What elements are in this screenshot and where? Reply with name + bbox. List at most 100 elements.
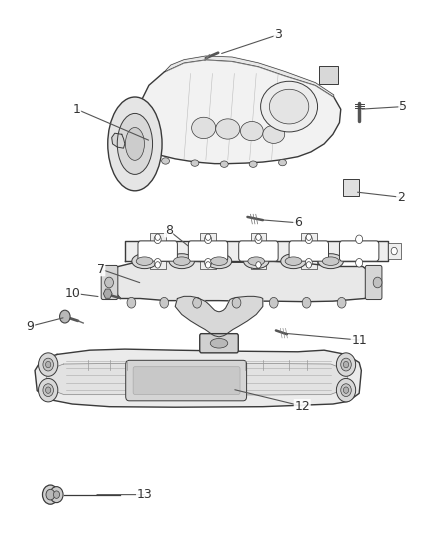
Ellipse shape (269, 89, 309, 124)
Polygon shape (47, 363, 347, 395)
Polygon shape (112, 260, 371, 302)
Circle shape (155, 234, 160, 240)
Ellipse shape (191, 160, 199, 166)
Text: 6: 6 (294, 216, 302, 229)
Text: 9: 9 (27, 320, 35, 333)
Ellipse shape (132, 254, 157, 269)
Polygon shape (118, 60, 341, 181)
Circle shape (256, 262, 261, 268)
FancyBboxPatch shape (365, 265, 382, 300)
Text: 7: 7 (97, 263, 105, 276)
Circle shape (43, 358, 53, 371)
Circle shape (336, 353, 356, 376)
Text: 11: 11 (351, 334, 367, 346)
FancyBboxPatch shape (319, 66, 338, 84)
Ellipse shape (173, 257, 190, 265)
Ellipse shape (248, 257, 265, 265)
Circle shape (341, 358, 351, 371)
FancyBboxPatch shape (343, 179, 359, 196)
Circle shape (337, 297, 346, 308)
Ellipse shape (125, 127, 145, 160)
FancyBboxPatch shape (133, 367, 240, 394)
Bar (150, 233, 166, 241)
Bar (251, 233, 266, 241)
Circle shape (232, 297, 241, 308)
Circle shape (306, 234, 311, 240)
Ellipse shape (285, 257, 302, 265)
Circle shape (356, 259, 363, 267)
Text: 5: 5 (399, 100, 407, 113)
Circle shape (46, 387, 51, 393)
Ellipse shape (108, 97, 162, 191)
Bar (301, 233, 317, 241)
Ellipse shape (244, 254, 269, 269)
Text: 3: 3 (274, 28, 282, 41)
Circle shape (53, 491, 60, 498)
Ellipse shape (249, 161, 257, 167)
FancyBboxPatch shape (138, 241, 177, 261)
Circle shape (341, 384, 351, 397)
Circle shape (127, 297, 136, 308)
Circle shape (305, 259, 312, 267)
Circle shape (305, 235, 312, 244)
Circle shape (356, 235, 363, 244)
Circle shape (255, 259, 262, 267)
Ellipse shape (162, 158, 170, 164)
Ellipse shape (117, 114, 152, 174)
Text: 2: 2 (397, 191, 405, 204)
Text: 12: 12 (294, 400, 310, 413)
Circle shape (160, 297, 169, 308)
Circle shape (43, 384, 53, 397)
Circle shape (205, 234, 211, 240)
Ellipse shape (279, 159, 286, 166)
FancyBboxPatch shape (101, 265, 118, 300)
Circle shape (336, 378, 356, 402)
Polygon shape (112, 133, 125, 148)
Circle shape (154, 235, 161, 244)
FancyBboxPatch shape (339, 241, 379, 261)
FancyBboxPatch shape (200, 334, 238, 353)
Circle shape (205, 235, 212, 244)
Circle shape (256, 234, 261, 240)
Circle shape (302, 297, 311, 308)
Text: 8: 8 (165, 224, 173, 237)
Text: 10: 10 (64, 287, 80, 300)
Circle shape (154, 259, 161, 267)
Text: 1: 1 (73, 103, 81, 116)
Circle shape (105, 277, 113, 288)
Circle shape (255, 235, 262, 244)
Circle shape (39, 378, 58, 402)
Polygon shape (35, 349, 361, 407)
Ellipse shape (220, 161, 228, 167)
FancyBboxPatch shape (126, 360, 247, 401)
Ellipse shape (322, 257, 339, 265)
Ellipse shape (210, 338, 228, 348)
Ellipse shape (263, 125, 285, 143)
Ellipse shape (261, 81, 318, 132)
Ellipse shape (206, 254, 232, 269)
Ellipse shape (318, 254, 343, 269)
FancyBboxPatch shape (188, 241, 228, 261)
Ellipse shape (281, 254, 306, 269)
Circle shape (193, 297, 201, 308)
Circle shape (306, 262, 311, 268)
Circle shape (155, 262, 160, 268)
Text: 13: 13 (137, 488, 152, 501)
Bar (251, 261, 266, 269)
Bar (200, 261, 216, 269)
Polygon shape (125, 241, 388, 261)
Bar (200, 233, 216, 241)
Circle shape (391, 247, 397, 255)
Circle shape (343, 387, 349, 393)
Polygon shape (164, 56, 334, 97)
Ellipse shape (211, 257, 227, 265)
Bar (388, 243, 401, 259)
Circle shape (39, 353, 58, 376)
Ellipse shape (216, 119, 240, 139)
Circle shape (46, 489, 55, 500)
Bar (150, 261, 166, 269)
Ellipse shape (192, 117, 215, 139)
Circle shape (42, 485, 58, 504)
Circle shape (269, 297, 278, 308)
Circle shape (373, 277, 382, 288)
